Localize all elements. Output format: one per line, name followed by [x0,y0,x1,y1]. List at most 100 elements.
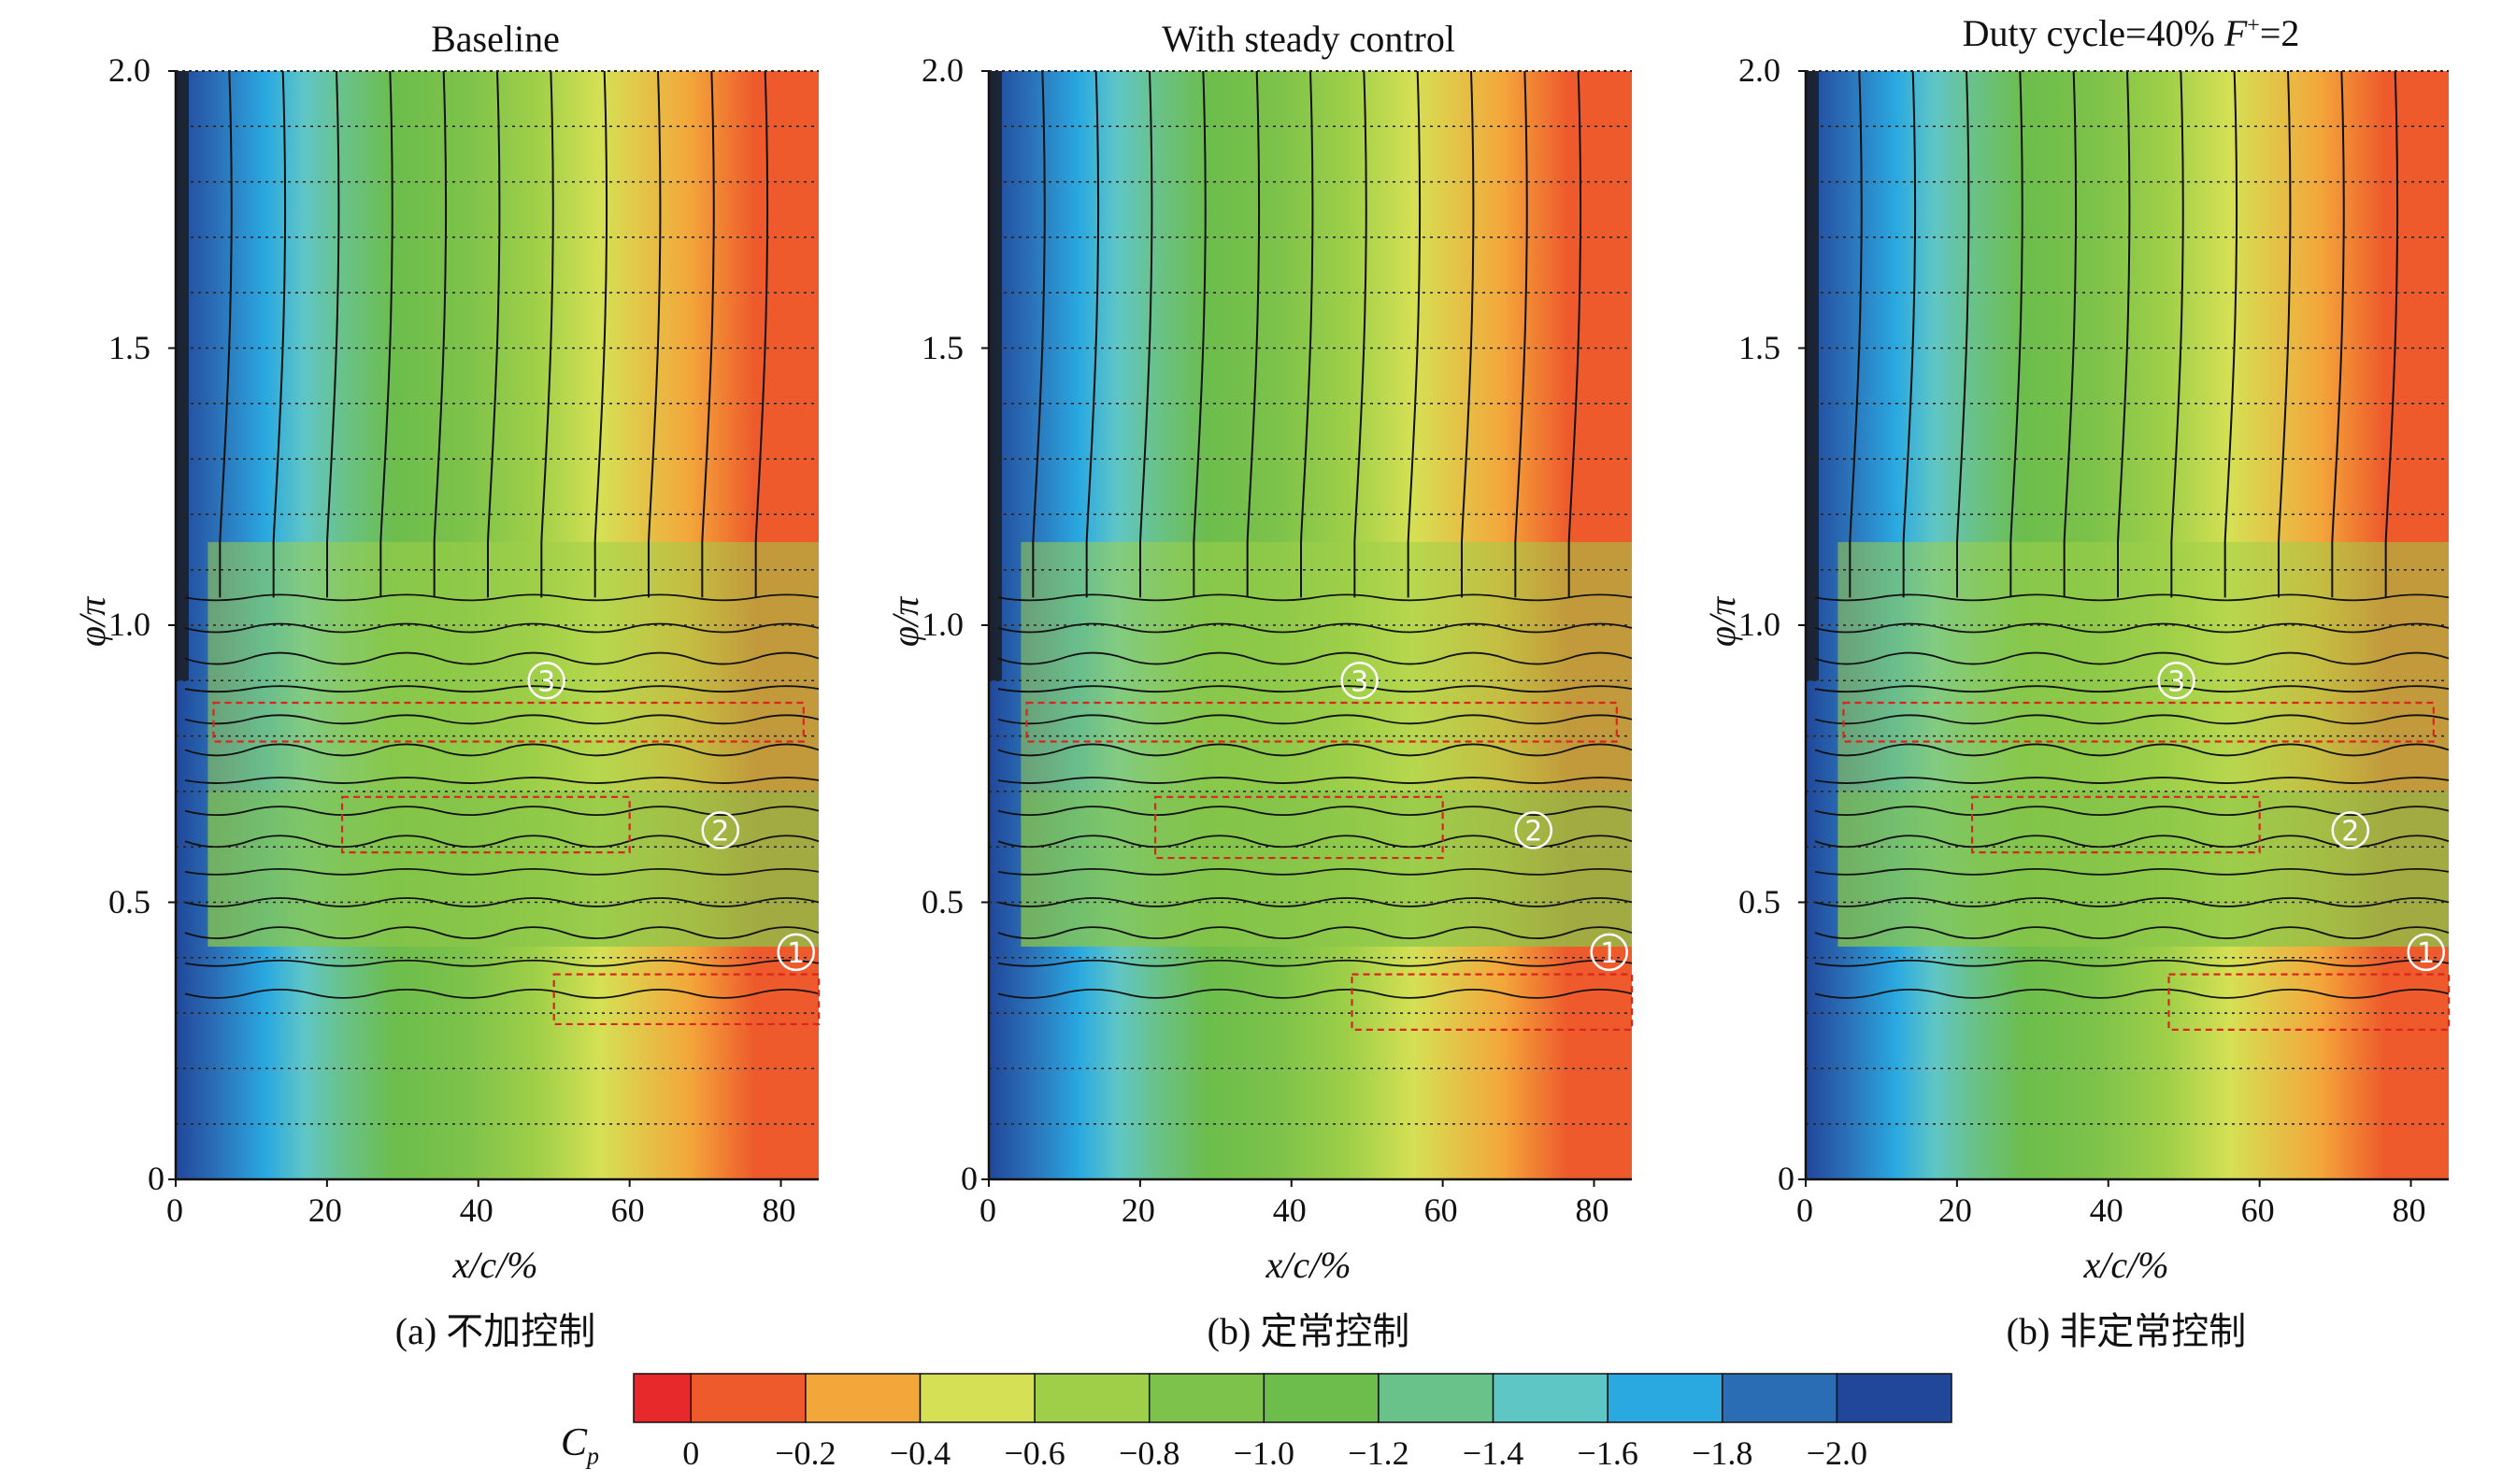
contour-line [1246,70,1261,598]
contour-line [184,685,820,693]
contour-line [2063,70,2078,598]
contour-band [1806,943,2449,959]
contour-band [1806,459,2449,474]
region-marker-label: 2 [1524,815,1542,848]
contour-band [176,264,819,279]
contour-line [1814,622,2450,634]
xlabel-steady: x/c/% [1265,1244,1351,1286]
panel-2: 1 2 3 [1798,70,2451,1187]
caption-steady: (b) 定常控制 [1207,1310,1410,1352]
contour-band [1806,971,2449,987]
contour-band [176,1068,819,1083]
region-box [1351,973,1634,1031]
mid-region-fill [1837,791,2449,947]
leading-edge-strip [176,71,189,681]
colorbar-swatch [919,1373,1036,1423]
contour-band [176,472,819,488]
contour-band [176,126,819,141]
contour-band [989,153,1632,169]
contour-band [176,1096,819,1111]
contour-line [184,868,820,876]
colorbar-tick-label: −1.8 [1692,1434,1753,1472]
contour-band [176,389,819,405]
contour-band [989,181,1632,197]
y-tick-label: 0.5 [922,882,964,920]
contour-band [176,112,819,127]
contour-line [2117,70,2131,598]
contour-band [989,278,1632,293]
contour-band [176,278,819,293]
contour-band [1806,389,2449,405]
colorbar-tick-label: −0.2 [775,1434,836,1472]
colorbar-swatch [1148,1373,1265,1423]
contour-band [989,417,1632,433]
contour-line [487,70,501,598]
contour-band [176,140,819,155]
contour-band [989,1054,1632,1069]
contour-band [176,445,819,460]
contour-band [989,195,1632,210]
contour-line [1514,70,1528,598]
contour-band [176,181,819,197]
contour-line [1814,714,2450,725]
contour-line [184,651,820,665]
contour-band [989,472,1632,488]
x-tick-label: 60 [1423,1191,1458,1229]
contour-band [176,957,819,973]
y-tick-label: 1.0 [108,606,150,643]
contour-line [997,897,1633,907]
contour-band [176,943,819,959]
contour-line [1814,988,2450,999]
contour-band [1806,209,2449,224]
contour-band [989,376,1632,391]
contour-band [1806,1151,2449,1166]
contour-line [1567,70,1582,598]
contour-band [176,528,819,543]
contour-band [1806,1054,2449,1069]
contour-band [989,250,1632,266]
region-box [1970,795,2261,854]
region-marker-label: 1 [1600,937,1618,970]
contour-band [989,431,1632,446]
colorbar-tick-label: −0.4 [889,1434,951,1472]
contour-band [176,209,819,224]
contour-line [997,959,1633,967]
contour-band [1806,153,2449,169]
region-marker-ring [1590,933,1628,972]
contour-band [176,459,819,474]
contour-band [989,293,1632,307]
mid-region-fill [1021,542,1632,947]
region-box [1842,701,2435,743]
contour-band [1806,195,2449,210]
contour-line [997,988,1633,999]
colorbar-swatch [1722,1373,1838,1423]
contour-band [989,500,1632,515]
contour-band [1806,264,2449,279]
contour-band [1806,236,2449,252]
region-box [1153,795,1444,860]
contour-line [1814,593,2450,602]
contour-line [1461,70,1475,598]
contour-band [176,403,819,419]
x-tick-label: 20 [1121,1191,1155,1229]
x-tick-label: 60 [2240,1191,2275,1229]
contour-band [989,943,1632,959]
contour-band [1806,112,2449,127]
contour-band [1806,278,2449,293]
contour-band [176,376,819,391]
contour-line [997,593,1633,602]
x-tick-label: 0 [979,1191,996,1229]
contour-line [1814,685,2450,693]
contour-band [176,500,819,515]
colorbar-swatch [1492,1373,1608,1423]
contour-band [989,514,1632,529]
x-tick-label: 40 [459,1191,493,1229]
contour-band [989,999,1632,1014]
region-box [212,701,805,743]
colorbar-swatch [1263,1373,1380,1423]
region-marker-label: 1 [787,937,805,970]
contour-band [989,1109,1632,1125]
contour-band [176,999,819,1014]
contour-line [1814,959,2450,967]
